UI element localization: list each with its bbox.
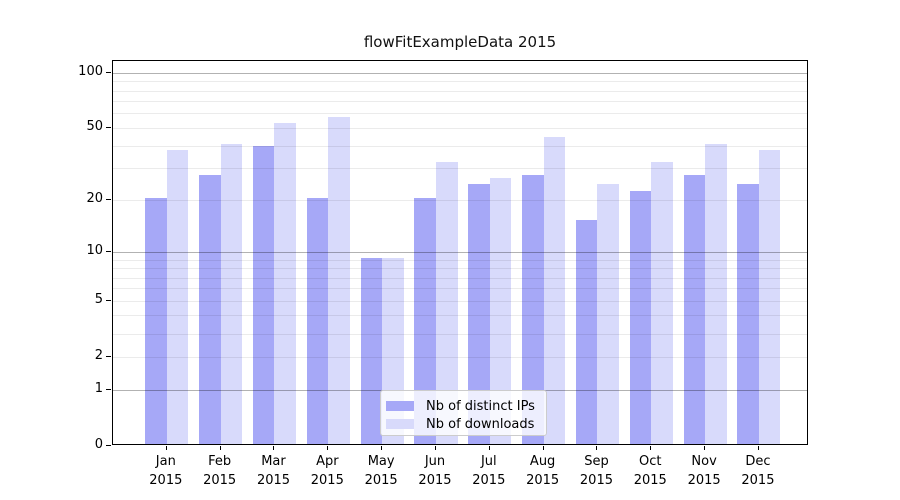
bar-distinct-ips-jul <box>468 183 490 444</box>
bar-distinct-ips-jun <box>414 198 436 444</box>
gridline-90 <box>113 81 807 83</box>
x-tick-label-may: May 2015 <box>364 454 398 488</box>
bar-downloads-oct <box>651 161 673 444</box>
x-tick-label-jan: Jan 2015 <box>149 454 183 488</box>
bar-downloads-aug <box>543 136 566 444</box>
gridline-5 <box>113 300 807 302</box>
y-tick-label-1: 1 <box>94 381 103 396</box>
x-tick-mark-dec <box>757 446 759 450</box>
x-tick-label-jun: Jun 2015 <box>418 454 452 488</box>
gridline-6 <box>113 288 807 290</box>
x-tick-label-jul: Jul 2015 <box>472 454 506 488</box>
x-tick-mark-apr <box>327 446 329 450</box>
gridline-9 <box>113 259 807 261</box>
gridline-4 <box>113 315 807 317</box>
gridline-20 <box>113 199 807 201</box>
gridline-2 <box>113 356 807 358</box>
x-tick-mark-jul <box>488 446 490 450</box>
plot-area: Nb of distinct IPs Nb of downloads <box>112 60 808 445</box>
x-tick-label-oct: Oct 2015 <box>633 454 667 488</box>
x-tick-mark-may <box>381 446 383 450</box>
gridline-100 <box>113 72 807 74</box>
x-tick-label-dec: Dec 2015 <box>741 454 775 488</box>
y-tick-mark-100 <box>106 72 111 74</box>
x-tick-label-sep: Sep 2015 <box>579 454 613 488</box>
chart-title: flowFitExampleData 2015 <box>363 33 557 51</box>
y-tick-mark-10 <box>106 251 111 253</box>
x-tick-label-mar: Mar 2015 <box>256 454 291 488</box>
y-tick-label-10: 10 <box>86 243 103 259</box>
bar-distinct-ips-may <box>360 258 383 444</box>
legend-swatch-distinct-ips <box>386 401 414 411</box>
y-tick-mark-2 <box>106 356 111 358</box>
bar-distinct-ips-apr <box>306 198 329 444</box>
bar-distinct-ips-mar <box>252 146 275 444</box>
bar-downloads-jun <box>435 161 458 444</box>
gridline-30 <box>113 168 807 170</box>
bar-distinct-ips-dec <box>737 183 759 444</box>
legend-label-downloads: Nb of downloads <box>426 416 535 432</box>
bar-downloads-apr <box>328 117 350 444</box>
y-tick-label-100: 100 <box>78 64 103 80</box>
gridline-50 <box>113 127 807 129</box>
bar-downloads-dec <box>758 150 781 444</box>
gridline-8 <box>113 268 807 269</box>
bar-distinct-ips-aug <box>522 174 544 444</box>
bars-layer <box>113 61 807 444</box>
y-tick-mark-20 <box>106 199 111 201</box>
y-tick-label-20: 20 <box>86 191 103 207</box>
x-tick-mark-oct <box>650 446 652 450</box>
gridline-70 <box>113 101 807 103</box>
bar-downloads-jul <box>489 177 512 444</box>
y-tick-mark-0 <box>106 445 111 446</box>
x-tick-label-apr: Apr 2015 <box>310 454 344 488</box>
bar-downloads-feb <box>220 144 243 444</box>
gridline-10 <box>113 251 807 253</box>
y-tick-mark-5 <box>106 300 111 302</box>
bar-downloads-nov <box>705 144 727 444</box>
x-tick-label-nov: Nov 2015 <box>687 454 721 488</box>
bar-distinct-ips-oct <box>629 190 652 444</box>
y-tick-label-0: 0 <box>94 437 103 452</box>
x-tick-mark-feb <box>219 446 221 450</box>
bar-distinct-ips-feb <box>199 174 221 444</box>
gridline-80 <box>113 90 807 92</box>
legend: Nb of distinct IPs Nb of downloads <box>380 390 547 436</box>
y-tick-label-5: 5 <box>94 292 103 308</box>
legend-item-distinct-ips: Nb of distinct IPs <box>386 397 546 415</box>
bar-downloads-mar <box>274 123 297 444</box>
gridlines-layer <box>113 61 807 444</box>
x-tick-label-feb: Feb 2015 <box>203 454 237 488</box>
bar-downloads-jan <box>166 150 189 444</box>
legend-item-downloads: Nb of downloads <box>386 415 546 433</box>
bar-distinct-ips-jan <box>145 198 167 444</box>
gridline-60 <box>113 113 807 115</box>
x-tick-mark-sep <box>596 446 598 450</box>
x-tick-mark-mar <box>273 446 275 450</box>
bar-downloads-sep <box>597 183 619 444</box>
y-tick-label-2: 2 <box>94 348 103 364</box>
bar-distinct-ips-sep <box>575 220 598 444</box>
gridline-7 <box>113 277 807 279</box>
x-tick-mark-aug <box>542 446 544 450</box>
legend-label-distinct-ips: Nb of distinct IPs <box>426 398 535 414</box>
x-tick-mark-jan <box>165 446 167 450</box>
x-tick-label-aug: Aug 2015 <box>526 454 560 488</box>
gridline-3 <box>113 333 807 335</box>
bar-distinct-ips-nov <box>683 174 706 444</box>
legend-swatch-downloads <box>386 419 414 429</box>
y-tick-label-50: 50 <box>86 119 103 135</box>
x-tick-mark-jun <box>434 446 436 450</box>
y-tick-mark-1 <box>106 389 111 390</box>
y-tick-mark-50 <box>106 127 111 129</box>
gridline-40 <box>113 145 807 147</box>
x-tick-mark-nov <box>704 446 706 450</box>
